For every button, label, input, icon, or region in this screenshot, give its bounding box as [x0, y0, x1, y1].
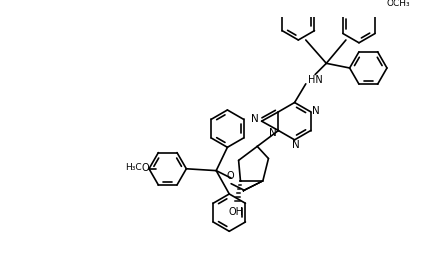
- Polygon shape: [243, 181, 263, 191]
- Text: O: O: [141, 163, 149, 173]
- Text: O: O: [226, 171, 234, 181]
- Text: OCH₃: OCH₃: [387, 0, 410, 8]
- Text: HN: HN: [307, 75, 322, 85]
- Text: N: N: [292, 140, 300, 150]
- Text: H₃C: H₃C: [125, 163, 141, 172]
- Text: N: N: [269, 128, 277, 138]
- Text: N: N: [251, 114, 259, 124]
- Text: OH: OH: [228, 207, 243, 217]
- Text: N: N: [311, 106, 319, 116]
